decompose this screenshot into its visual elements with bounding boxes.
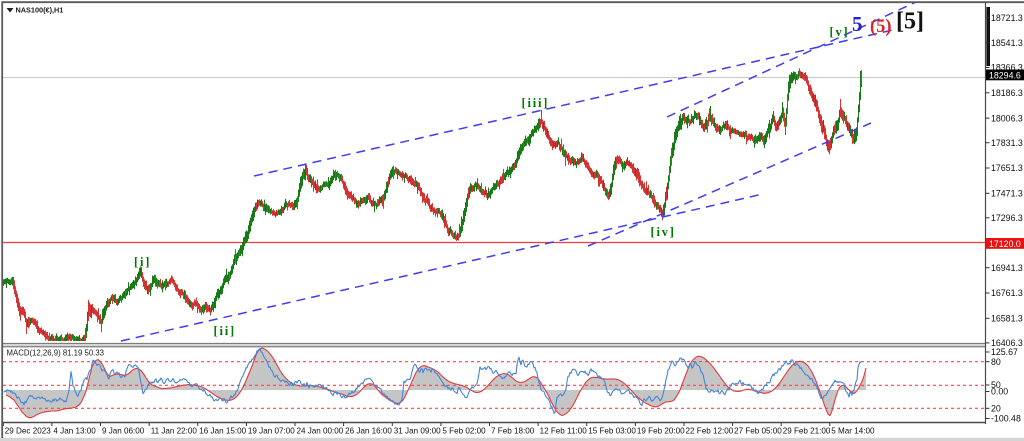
svg-text:[iv]: [iv] — [651, 225, 676, 239]
svg-text:16406.3: 16406.3 — [991, 338, 1023, 348]
svg-text:20: 20 — [991, 404, 1001, 414]
svg-text:[5]: [5] — [896, 9, 924, 35]
svg-text:17831.3: 17831.3 — [991, 138, 1023, 148]
svg-text:5 Feb 02:00: 5 Feb 02:00 — [442, 427, 486, 436]
svg-text:22 Feb 12:00: 22 Feb 12:00 — [686, 427, 734, 436]
svg-text:0.00: 0.00 — [991, 387, 1008, 397]
svg-text:16941.3: 16941.3 — [991, 263, 1023, 273]
svg-text:[v]: [v] — [830, 25, 850, 39]
svg-text:12 Feb 11:00: 12 Feb 11:00 — [540, 427, 588, 436]
svg-text:19 Jan 07:00: 19 Jan 07:00 — [248, 427, 295, 436]
svg-text:NAS100(€),H1: NAS100(€),H1 — [16, 6, 64, 15]
svg-text:18006.3: 18006.3 — [991, 113, 1023, 123]
svg-text:18721.3: 18721.3 — [991, 13, 1023, 23]
svg-text:16581.3: 16581.3 — [991, 314, 1023, 324]
svg-text:18294.6: 18294.6 — [989, 70, 1021, 80]
svg-text:15 Feb 03:00: 15 Feb 03:00 — [588, 427, 636, 436]
svg-text:4 Jan 13:00: 4 Jan 13:00 — [53, 427, 96, 436]
svg-text:16 Jan 15:00: 16 Jan 15:00 — [199, 427, 246, 436]
svg-text:80: 80 — [991, 357, 1001, 367]
svg-text:29 Dec 2023: 29 Dec 2023 — [5, 427, 51, 436]
svg-text:31 Jan 09:00: 31 Jan 09:00 — [394, 427, 441, 436]
svg-text:18541.3: 18541.3 — [991, 38, 1023, 48]
svg-text:17296.3: 17296.3 — [991, 213, 1023, 223]
svg-text:5: 5 — [852, 12, 863, 36]
svg-text:[ii]: [ii] — [214, 324, 236, 338]
svg-text:17651.3: 17651.3 — [991, 163, 1023, 173]
svg-text:[iii]: [iii] — [522, 96, 550, 110]
svg-text:125.67: 125.67 — [991, 347, 1018, 357]
svg-text:19 Feb 20:00: 19 Feb 20:00 — [637, 427, 685, 436]
svg-text:18186.3: 18186.3 — [991, 88, 1023, 98]
svg-text:29 Feb 21:00: 29 Feb 21:00 — [783, 427, 831, 436]
svg-text:16761.3: 16761.3 — [991, 288, 1023, 298]
svg-text:(5): (5) — [870, 17, 892, 37]
svg-text:11 Jan 22:00: 11 Jan 22:00 — [151, 427, 198, 436]
svg-text:24 Jan 00:00: 24 Jan 00:00 — [297, 427, 344, 436]
svg-text:7 Feb 18:00: 7 Feb 18:00 — [491, 427, 535, 436]
svg-text:9 Jan 06:00: 9 Jan 06:00 — [102, 427, 145, 436]
svg-text:MACD(12,26,9) 81.19 50.33: MACD(12,26,9) 81.19 50.33 — [7, 349, 105, 358]
svg-text:[i]: [i] — [134, 255, 151, 269]
svg-text:-100.48: -100.48 — [991, 414, 1021, 424]
svg-text:50: 50 — [991, 380, 1001, 390]
svg-text:26 Jan 16:00: 26 Jan 16:00 — [345, 427, 392, 436]
svg-text:5 Mar 14:00: 5 Mar 14:00 — [831, 427, 875, 436]
svg-text:18366.3: 18366.3 — [991, 63, 1023, 73]
svg-text:17120.0: 17120.0 — [989, 239, 1021, 249]
svg-text:17471.3: 17471.3 — [991, 189, 1023, 199]
svg-text:27 Feb 05:00: 27 Feb 05:00 — [734, 427, 782, 436]
